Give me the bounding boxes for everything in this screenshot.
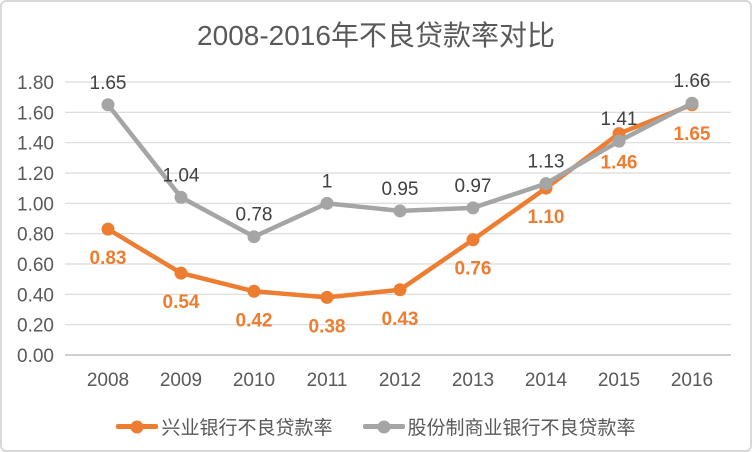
legend-item-xingye-bank[interactable]: 兴业银行不良贷款率	[116, 413, 333, 440]
legend-label-xingye-bank: 兴业银行不良贷款率	[161, 418, 333, 439]
data-label: 0.42	[236, 310, 273, 331]
legend-label-joint-stock-banks: 股份制商业银行不良贷款率	[407, 418, 636, 439]
data-label: 0.83	[90, 248, 127, 269]
y-axis-tick-label: 0.80	[17, 225, 54, 246]
data-label: 0.38	[309, 316, 346, 337]
data-point-marker[interactable]	[101, 222, 115, 236]
x-axis-tick-label: 2010	[233, 370, 275, 391]
y-axis-tick-label: 1.00	[17, 194, 54, 215]
x-axis-tick-label: 2012	[379, 370, 421, 391]
y-axis-tick-label: 1.40	[17, 134, 54, 155]
x-axis-tick-label: 2011	[307, 370, 348, 391]
x-axis-tick-label: 2013	[452, 370, 494, 391]
data-label: 1.04	[163, 165, 200, 186]
data-point-marker[interactable]	[101, 98, 115, 112]
data-label: 0.78	[236, 205, 273, 226]
y-axis-tick-label: 0.20	[17, 316, 54, 337]
data-label: 0.97	[455, 176, 492, 197]
gray-line-marker-icon	[362, 420, 405, 433]
data-point-marker[interactable]	[393, 283, 407, 297]
data-label: 0.95	[382, 179, 419, 200]
data-label: 1.13	[528, 152, 565, 173]
y-axis-tick-label: 1.60	[17, 103, 54, 124]
data-label: 0.54	[163, 292, 200, 313]
data-label: 0.43	[382, 309, 419, 330]
data-point-marker[interactable]	[685, 96, 699, 110]
data-point-marker[interactable]	[393, 204, 407, 218]
data-point-marker[interactable]	[174, 266, 188, 280]
data-point-marker[interactable]	[466, 233, 480, 247]
data-label: 1.46	[601, 153, 638, 174]
legend-item-joint-stock-banks[interactable]: 股份制商业银行不良贷款率	[362, 413, 636, 440]
data-point-marker[interactable]	[320, 290, 334, 304]
data-label: 1.41	[601, 109, 638, 130]
data-label: 1	[322, 171, 333, 192]
x-axis-tick-label: 2009	[160, 370, 202, 391]
data-label: 1.10	[528, 207, 565, 228]
series-line-0	[105, 102, 695, 300]
orange-line-marker-icon	[116, 420, 159, 433]
data-point-marker[interactable]	[174, 190, 188, 204]
data-point-marker[interactable]	[247, 284, 261, 298]
data-point-marker[interactable]	[320, 196, 334, 210]
data-label: 1.65	[90, 73, 127, 94]
data-label: 0.76	[455, 259, 492, 280]
y-axis-tick-label: 0.00	[17, 346, 54, 367]
chart-title: 2008-2016年不良贷款率对比	[197, 20, 555, 51]
y-axis-tick-label: 0.40	[17, 285, 54, 306]
y-axis-tick-label: 1.80	[17, 73, 54, 94]
data-point-marker[interactable]	[539, 177, 553, 191]
data-point-marker[interactable]	[466, 201, 480, 215]
data-label: 1.66	[674, 71, 711, 92]
y-axis-tick-label: 0.60	[17, 255, 54, 276]
x-axis-tick-label: 2014	[525, 370, 568, 391]
x-axis-tick-label: 2015	[598, 370, 640, 391]
data-point-marker[interactable]	[612, 134, 626, 148]
data-point-marker[interactable]	[247, 230, 261, 244]
y-axis-tick-label: 1.20	[17, 164, 54, 185]
data-label: 1.65	[674, 124, 711, 145]
chart-legend: 兴业银行不良贷款率 股份制商业银行不良贷款率	[2, 413, 750, 440]
x-axis-tick-label: 2016	[671, 370, 713, 391]
x-axis-tick-label: 2008	[87, 370, 129, 391]
